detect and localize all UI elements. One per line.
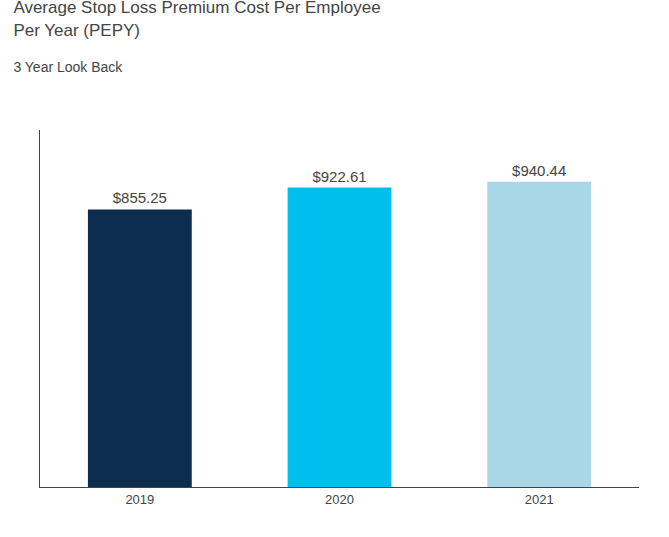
- svg-text:$922.61: $922.61: [312, 168, 366, 185]
- svg-text:$855.25: $855.25: [113, 189, 167, 206]
- svg-text:2019: 2019: [125, 492, 154, 507]
- svg-text:3 Year Look Back: 3 Year Look Back: [13, 59, 123, 75]
- svg-text:$940.44: $940.44: [512, 162, 566, 179]
- svg-text:Average Stop Loss Premium Cost: Average Stop Loss Premium Cost Per Emplo…: [13, 0, 380, 40]
- svg-text:2021: 2021: [525, 492, 554, 507]
- svg-text:2020: 2020: [325, 492, 354, 507]
